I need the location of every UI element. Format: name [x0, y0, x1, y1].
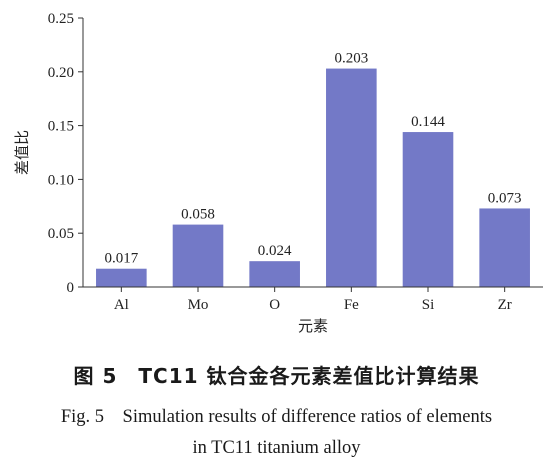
- x-tick-label-si: Si: [422, 297, 435, 313]
- y-tick-label: 0.15: [48, 119, 74, 135]
- data-label-mo: 0.058: [181, 207, 215, 223]
- data-label-fe: 0.203: [334, 51, 368, 67]
- bar-zr: [479, 208, 530, 287]
- bar-mo: [172, 224, 224, 287]
- y-axis-ticks: 0 0.05 0.10 0.15 0.20 0.25: [48, 11, 83, 296]
- x-tick-label-fe: Fe: [344, 297, 359, 313]
- data-label-zr: 0.073: [488, 190, 522, 206]
- bar-al: [96, 268, 147, 287]
- data-label-al: 0.017: [104, 251, 138, 267]
- bar-chart: 0 0.05 0.10 0.15 0.20 0.25 0.017 0.058 0.024 0.2…: [13, 11, 543, 335]
- figure-caption-english-line-2: in TC11 titanium alloy: [192, 438, 361, 458]
- x-tick-label-al: Al: [114, 297, 129, 313]
- bars: 0.017 0.058 0.024 0.203 0.144 0.073: [96, 51, 530, 288]
- x-axis-ticks: Al Mo O Fe Si Zr: [114, 287, 512, 313]
- figure-caption-chinese: 图 5 TC11 钛合金各元素差值比计算结果: [73, 364, 480, 388]
- y-axis-title: 差值比: [13, 130, 31, 175]
- bar-o: [249, 261, 300, 287]
- y-tick-label: 0.05: [48, 226, 74, 242]
- data-label-o: 0.024: [258, 243, 292, 259]
- x-tick-label-o: O: [269, 297, 280, 313]
- x-axis-title: 元素: [298, 317, 328, 335]
- bar-si: [402, 132, 454, 287]
- x-tick-label-zr: Zr: [498, 297, 512, 313]
- y-tick-label: 0: [67, 280, 75, 296]
- y-tick-label: 0.10: [48, 172, 74, 188]
- y-tick-label: 0.25: [48, 11, 74, 27]
- bar-fe: [326, 68, 377, 288]
- y-tick-label: 0.20: [48, 65, 74, 81]
- figure-caption-english-line-1: Fig. 5 Simulation results of difference …: [60, 407, 493, 427]
- data-label-si: 0.144: [411, 114, 445, 130]
- x-tick-label-mo: Mo: [188, 297, 209, 313]
